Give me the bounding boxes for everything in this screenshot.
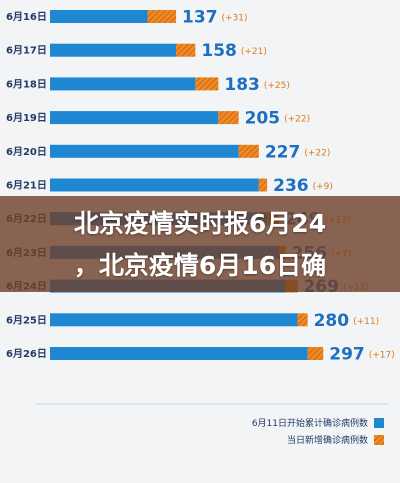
bar-cumulative <box>50 144 239 158</box>
date-label: 6月26日 <box>6 348 47 360</box>
date-label: 6月21日 <box>6 180 47 192</box>
increment-label: (+22) <box>284 115 310 125</box>
headline-banner: 北京疫情实时报6月24 ，北京疫情6月16日确 <box>0 196 400 292</box>
chart-rows: 6月16日 137 (+31) 6月17日 158 (+21) 6月18日 183 (+25) 6… <box>6 8 395 365</box>
increment-label: (+21) <box>241 47 267 57</box>
date-label: 6月19日 <box>6 112 47 124</box>
bar-new <box>258 178 268 192</box>
total-value-label: 205 <box>245 109 281 129</box>
total-value-label: 137 <box>182 8 218 28</box>
bar-cumulative <box>50 347 308 360</box>
date-label: 6月25日 <box>6 314 47 326</box>
increment-label: (+25) <box>264 81 290 91</box>
headline-line-2: ，北京疫情6月16日确 <box>73 251 327 280</box>
bar-new <box>238 144 259 158</box>
bar-cumulative <box>50 43 177 57</box>
bar-cumulative <box>50 313 298 327</box>
legend-label-cumulative: 6月11日开始累计确诊病例数 <box>252 417 368 429</box>
increment-label: (+17) <box>369 351 395 361</box>
bar-new <box>176 43 196 57</box>
bar-new <box>307 347 324 360</box>
bar-cumulative <box>50 77 196 91</box>
increment-label: (+9) <box>313 182 333 192</box>
legend-label-new: 当日新增确诊病例数 <box>287 434 368 446</box>
total-value-label: 236 <box>273 176 309 196</box>
increment-label: (+11) <box>353 317 379 327</box>
date-label: 6月16日 <box>6 11 47 23</box>
total-value-label: 297 <box>329 345 365 365</box>
total-value-label: 280 <box>314 311 350 331</box>
date-label: 6月17日 <box>6 45 47 57</box>
bar-new <box>297 313 308 327</box>
headline-line-1: 北京疫情实时报6月24 <box>73 209 327 238</box>
date-label: 6月18日 <box>6 78 47 90</box>
bar-new <box>195 77 219 91</box>
bar-cumulative <box>50 111 219 125</box>
bar-cumulative <box>50 10 148 23</box>
bar-new <box>218 111 239 125</box>
total-value-label: 227 <box>265 142 301 162</box>
legend-swatch-new <box>374 435 384 445</box>
chart-legend: 6月11日开始累计确诊病例数 当日新增确诊病例数 <box>252 417 384 446</box>
total-value-label: 158 <box>201 41 237 61</box>
bar-new <box>147 10 177 23</box>
legend-swatch-cumulative <box>374 418 384 428</box>
total-value-label: 183 <box>224 75 259 95</box>
bar-cumulative <box>50 178 259 192</box>
increment-label: (+31) <box>222 14 248 24</box>
date-label: 6月20日 <box>6 146 47 158</box>
increment-label: (+22) <box>304 148 330 158</box>
